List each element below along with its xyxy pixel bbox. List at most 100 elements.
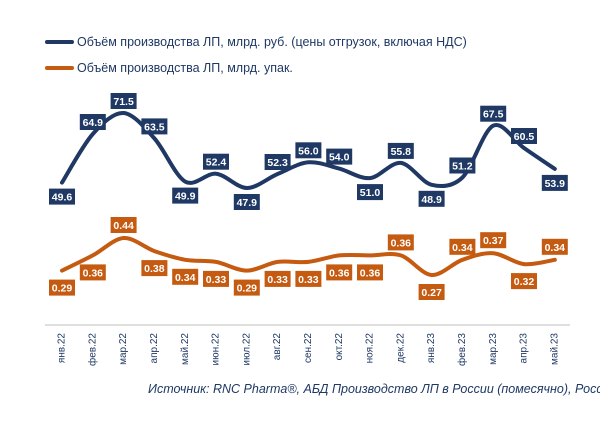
data-label-text: 47.9 <box>237 197 258 209</box>
data-label-text: 0.33 <box>206 274 227 286</box>
data-label-box <box>295 142 322 159</box>
data-label-box <box>357 264 383 281</box>
data-label-box <box>233 279 260 296</box>
data-label: 0.27 <box>418 284 445 300</box>
data-label-text: 0.36 <box>360 267 381 279</box>
x-tick-label: июл.22 <box>241 333 252 366</box>
data-label-box <box>79 114 106 130</box>
data-label-box <box>511 273 537 290</box>
data-label-box <box>79 264 106 281</box>
data-label-text: 52.3 <box>267 157 288 169</box>
data-label-text: 51.0 <box>360 187 381 199</box>
data-label-box <box>541 238 568 255</box>
data-label-box <box>418 284 445 300</box>
data-label: 0.34 <box>172 268 199 285</box>
data-label-text: 0.34 <box>545 242 566 254</box>
data-label: 0.32 <box>511 273 537 290</box>
data-label-text: 56.0 <box>298 145 319 157</box>
data-label: 48.9 <box>418 190 445 207</box>
series-lines <box>60 111 557 277</box>
data-label-text: 55.8 <box>391 146 412 158</box>
legend-label-packs: Объём производства ЛП, млрд. упак. <box>77 61 293 75</box>
data-label-box <box>541 174 568 191</box>
data-label-text: 0.29 <box>52 283 73 295</box>
data-label-text: 0.33 <box>267 274 288 286</box>
data-label: 52.3 <box>264 154 291 170</box>
data-label-text: 60.5 <box>514 131 535 143</box>
data-label: 0.36 <box>326 264 353 281</box>
data-label-box <box>387 142 414 159</box>
data-label-box <box>357 184 383 201</box>
data-label: 67.5 <box>480 105 507 122</box>
data-label: 51.2 <box>449 157 476 174</box>
data-label-text: 52.4 <box>206 157 227 169</box>
data-label-box <box>110 217 137 233</box>
data-labels: 49.6 64.9 71.5 63.5 49.9 52.4 47.9 52.3 56.0 54.0… <box>49 93 568 300</box>
x-tick-label: дек.22 <box>395 333 406 363</box>
data-label-box <box>511 128 537 144</box>
data-label-text: 0.37 <box>483 235 504 247</box>
data-label-box <box>326 264 353 281</box>
x-tick-label: сен.22 <box>303 333 314 363</box>
data-label: 0.36 <box>387 234 414 251</box>
data-label-text: 0.38 <box>144 263 165 275</box>
data-label-box <box>172 187 199 204</box>
data-label-text: 0.29 <box>237 283 258 295</box>
data-label: 63.5 <box>141 118 168 135</box>
legend-label-value: Объём производства ЛП, млрд. руб. (цены … <box>77 35 467 49</box>
data-label-box <box>203 153 229 170</box>
data-label-box <box>264 270 291 287</box>
data-label-text: 0.34 <box>452 242 473 254</box>
data-label-text: 54.0 <box>329 152 350 164</box>
data-label-box <box>49 279 75 296</box>
data-label-text: 71.5 <box>113 96 134 108</box>
data-label-box <box>172 268 199 285</box>
x-tick-label: апр.23 <box>519 333 530 364</box>
data-label: 0.33 <box>264 270 291 287</box>
data-label-text: 0.36 <box>83 267 104 279</box>
data-label-box <box>110 93 137 109</box>
data-label: 64.9 <box>79 114 106 130</box>
data-label: 0.37 <box>480 232 507 249</box>
data-label-text: 0.32 <box>514 276 535 288</box>
data-label-box <box>449 157 476 174</box>
data-label-text: 0.36 <box>391 237 412 249</box>
data-label: 60.5 <box>511 128 537 144</box>
data-label-text: 0.44 <box>113 220 134 232</box>
x-tick-label: авг.22 <box>272 333 283 361</box>
data-label-text: 67.5 <box>483 109 504 121</box>
data-label-text: 0.36 <box>329 267 350 279</box>
data-label-box <box>141 260 168 277</box>
x-tick-label: апр.22 <box>149 333 160 364</box>
x-tick-label: янв.23 <box>426 333 437 364</box>
data-label-box <box>264 154 291 170</box>
x-tick-label: ноя.22 <box>365 333 376 364</box>
data-label-box <box>233 194 260 210</box>
data-label: 0.36 <box>79 264 106 281</box>
data-label: 54.0 <box>326 148 353 165</box>
data-label: 53.9 <box>541 174 568 191</box>
x-tick-label: окт.22 <box>334 333 345 361</box>
data-label-text: 53.9 <box>545 178 566 190</box>
data-label-box <box>49 188 75 205</box>
data-label: 0.33 <box>295 270 322 287</box>
data-label-text: 63.5 <box>144 121 165 133</box>
x-tick-label: фев.23 <box>456 333 468 366</box>
data-label-box <box>480 105 507 122</box>
data-label: 0.29 <box>49 279 75 296</box>
data-label-text: 49.6 <box>52 192 73 204</box>
data-label-text: 0.34 <box>175 272 196 284</box>
data-label: 0.44 <box>110 217 137 233</box>
data-label-box <box>326 148 353 165</box>
data-label: 0.36 <box>357 264 383 281</box>
legend-item-value: Объём производства ЛП, млрд. руб. (цены … <box>45 35 467 49</box>
data-label: 0.38 <box>141 260 168 277</box>
data-label: 71.5 <box>110 93 137 109</box>
data-label: 0.34 <box>449 238 476 255</box>
x-tick-label: мар.22 <box>118 333 129 365</box>
data-label-box <box>418 190 445 207</box>
data-label-box <box>295 270 322 287</box>
x-axis-ticks: янв.22 фев.22 мар.22 апр.22 май.22 июн.22 июл.… <box>57 333 561 366</box>
series-line-1 <box>60 236 557 277</box>
